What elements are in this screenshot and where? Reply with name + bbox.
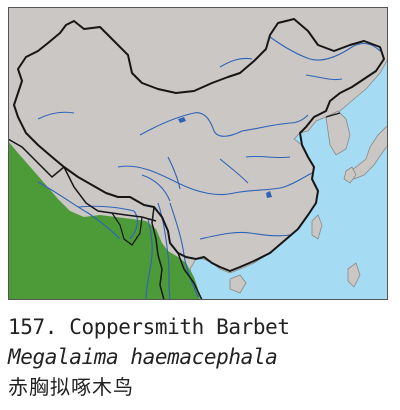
irrawaddy-river bbox=[145, 218, 153, 300]
brahmaputra-river bbox=[77, 205, 139, 240]
range-map-svg bbox=[8, 7, 388, 300]
selenga-river bbox=[219, 57, 253, 68]
yellow-river bbox=[139, 112, 309, 137]
poyang-lake bbox=[266, 191, 272, 198]
map-frame-border bbox=[8, 7, 388, 300]
korea-land bbox=[325, 110, 351, 156]
yunnan-tributary-river bbox=[141, 174, 171, 202]
korea-border bbox=[325, 112, 341, 118]
huai-river bbox=[245, 155, 291, 159]
species-caption: 157. Coppersmith Barbet Megalaima haemac… bbox=[8, 312, 392, 402]
hainan-land bbox=[229, 274, 247, 294]
laos-vietnam-border bbox=[177, 252, 203, 300]
ganges-river bbox=[37, 181, 121, 240]
xi-river bbox=[199, 231, 291, 240]
south-asia-west-border bbox=[8, 138, 65, 179]
scientific-name: Megalaima haemacephala bbox=[8, 345, 278, 369]
tarim-river bbox=[37, 111, 75, 120]
heilong-river bbox=[269, 36, 381, 61]
india-nepal-border bbox=[63, 166, 157, 222]
range-map bbox=[8, 7, 388, 300]
bangladesh-border bbox=[111, 212, 143, 246]
han-river bbox=[219, 158, 249, 184]
myanmar-border bbox=[151, 206, 165, 300]
china-national-boundary bbox=[13, 18, 385, 272]
yangtze-river bbox=[117, 165, 313, 196]
songhua-river bbox=[305, 74, 343, 81]
philippines-land bbox=[347, 262, 361, 288]
sichuan-tributary-river bbox=[167, 156, 181, 190]
taiwan-land bbox=[311, 214, 323, 240]
japan-kyushu bbox=[343, 166, 357, 184]
species-number-and-name: 157. Coppersmith Barbet bbox=[8, 315, 290, 339]
qinghai-lake bbox=[178, 117, 186, 123]
chinese-name: 赤胸拟啄木鸟 bbox=[8, 375, 134, 399]
